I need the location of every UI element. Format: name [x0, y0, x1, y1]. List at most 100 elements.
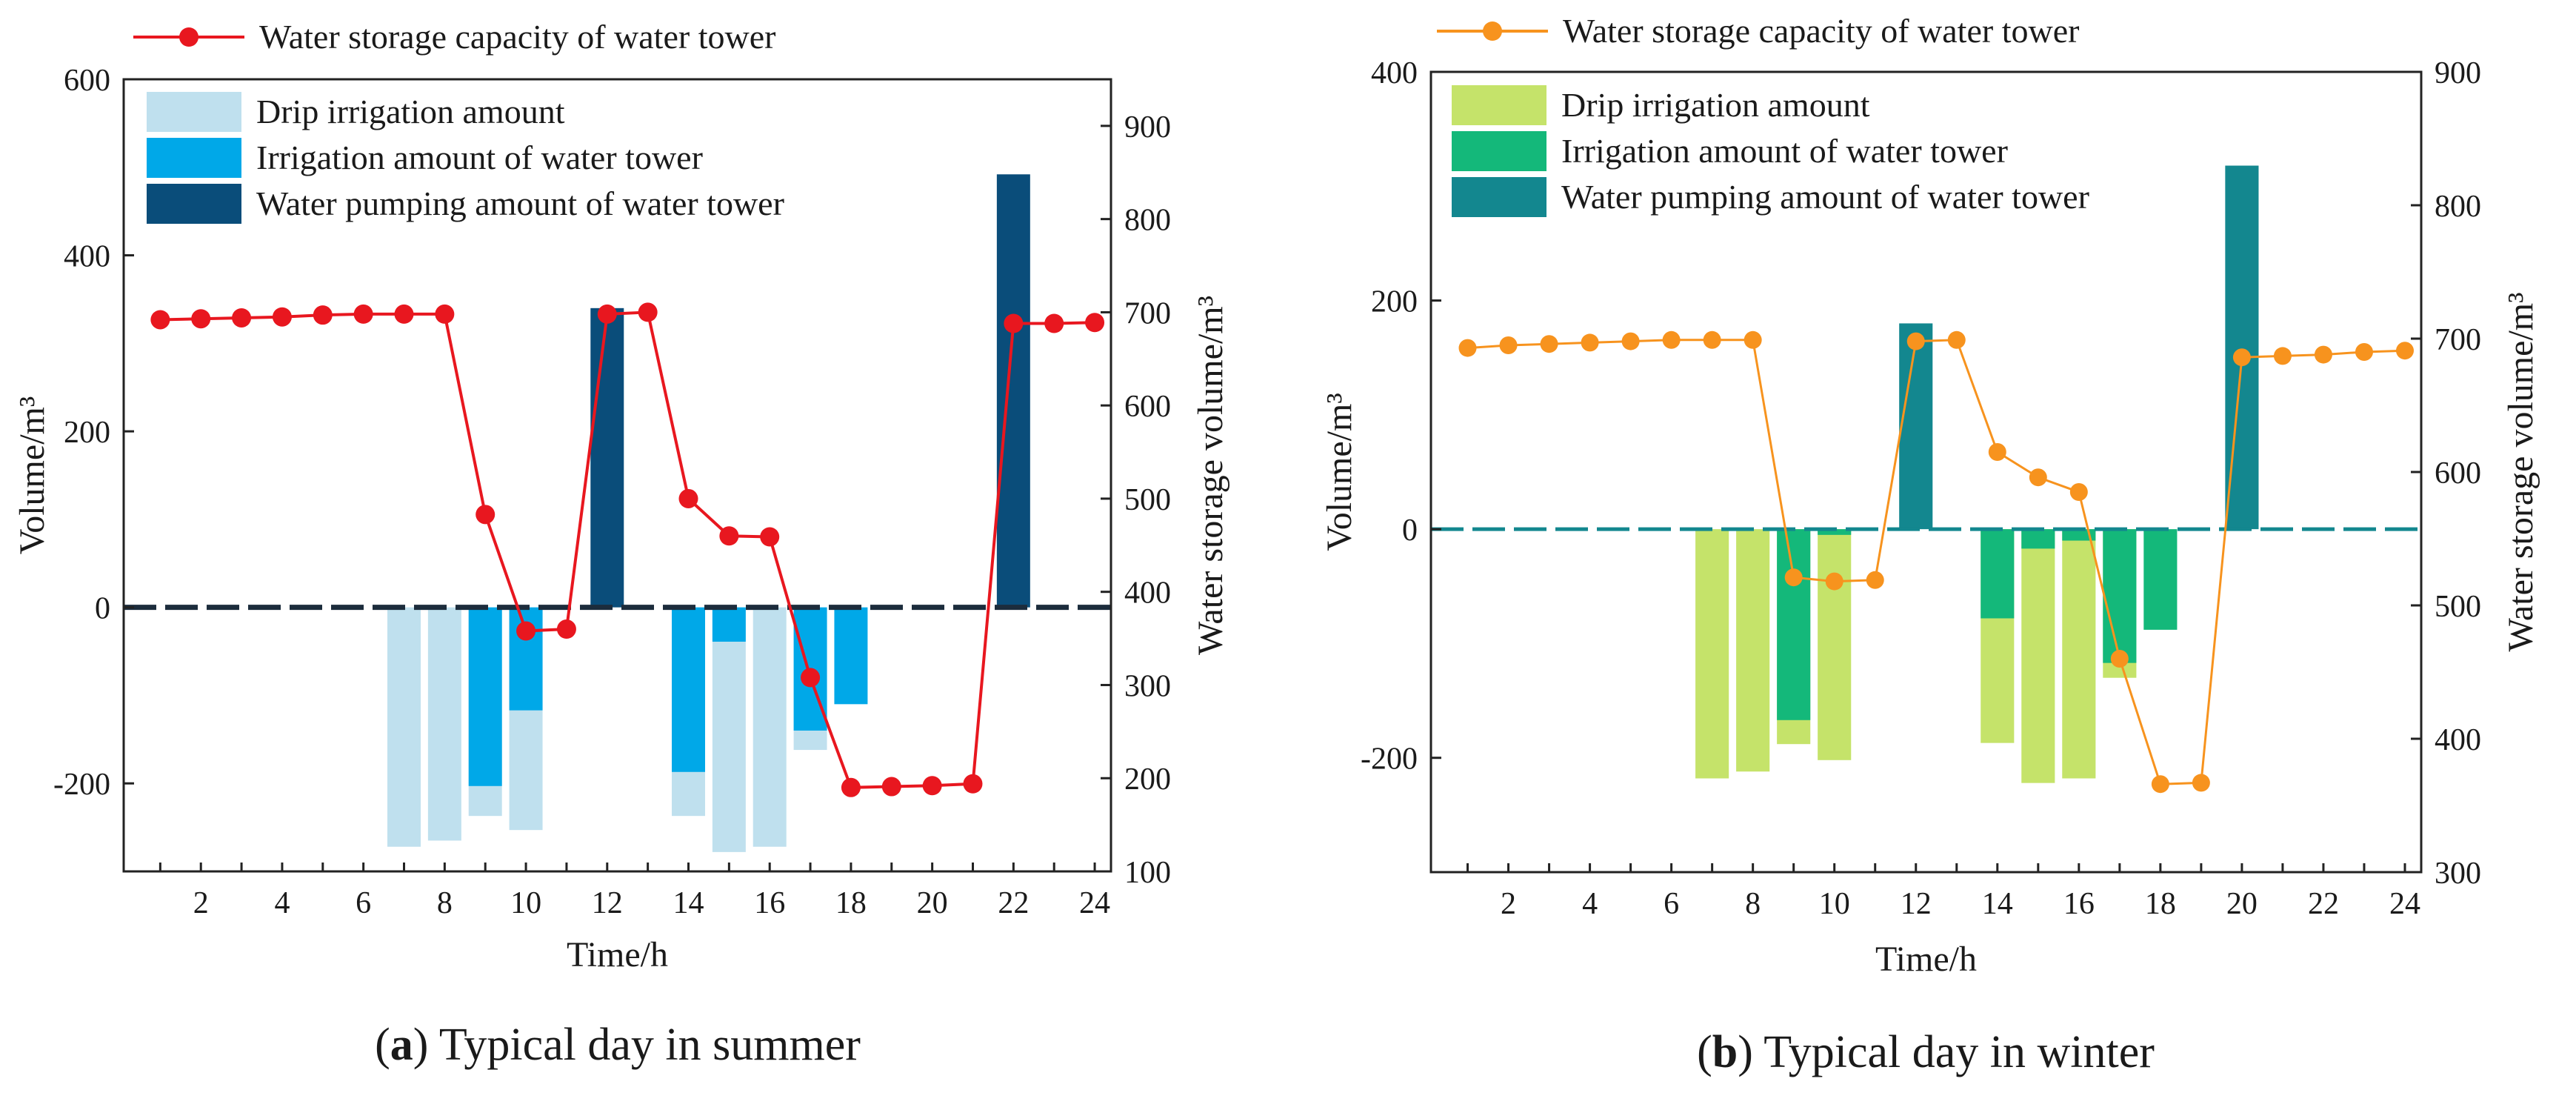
storage-point	[597, 304, 617, 324]
x-tick-label: 8	[1745, 887, 1761, 921]
storage-point	[2069, 483, 2088, 501]
y2-axis-title: Water storage volume/m³	[1191, 296, 1230, 655]
bar-drip-irrigation	[2062, 529, 2096, 779]
storage-point	[1085, 313, 1105, 333]
legend-storage-marker	[179, 27, 198, 47]
storage-point	[191, 309, 211, 329]
x-tick-label: 12	[592, 886, 623, 920]
x-tick-label: 12	[1901, 887, 1932, 921]
x-tick-label: 14	[673, 886, 704, 920]
x-tick-label: 22	[998, 886, 1029, 920]
legend-swatch-pumping	[147, 184, 241, 224]
legend-swatch-tower-irrigation	[1452, 131, 1546, 171]
y-axis-title: Volume/m³	[1320, 393, 1359, 551]
bar-tower-irrigation	[672, 607, 705, 772]
bar-tower-irrigation	[468, 607, 502, 786]
storage-point	[638, 302, 658, 322]
storage-point	[881, 777, 901, 797]
storage-point	[1988, 443, 2006, 461]
x-tick-label: 18	[2145, 887, 2176, 921]
bar-drip-irrigation	[387, 607, 421, 847]
x-tick-label: 4	[274, 886, 290, 920]
y2-tick-label: 700	[1124, 296, 1171, 330]
panel-caption: (b) Typical day in winter	[1697, 1027, 2155, 1077]
bar-tower-irrigation	[2143, 529, 2178, 630]
bar-tower-irrigation	[1981, 529, 2015, 619]
y2-tick-label: 100	[1124, 856, 1171, 890]
bar-drip-irrigation	[712, 607, 746, 852]
bar-tower-irrigation	[712, 607, 746, 642]
bar-drip-irrigation	[1818, 529, 1852, 760]
storage-point	[435, 304, 455, 324]
x-tick-label: 6	[356, 886, 371, 920]
storage-point	[272, 307, 292, 327]
bar-water-pumping	[590, 308, 624, 608]
legend-storage-label: Water storage capacity of water tower	[1563, 12, 2079, 50]
caption-paren-close: )	[1738, 1027, 1753, 1077]
storage-point	[516, 621, 536, 641]
y-tick-label: -200	[1361, 742, 1418, 777]
storage-point	[801, 668, 821, 688]
storage-point	[1044, 313, 1064, 333]
legend-swatch-pumping	[1452, 177, 1546, 217]
storage-point	[922, 776, 942, 796]
x-tick-label: 14	[1982, 887, 2013, 921]
y-tick-label: -200	[53, 768, 110, 802]
y-tick-label: 400	[1371, 56, 1418, 90]
storage-line	[160, 310, 1095, 789]
x-tick-label: 16	[754, 886, 785, 920]
y-tick-label: 0	[95, 592, 110, 626]
storage-point	[2355, 343, 2373, 361]
y-axis-title: Volume/m³	[13, 396, 52, 555]
y2-tick-label: 900	[2435, 56, 2481, 90]
storage-point	[1458, 339, 1477, 357]
storage-point	[2395, 342, 2414, 360]
caption-text: Typical day in summer	[428, 1020, 861, 1070]
storage-point	[2314, 345, 2332, 364]
storage-point	[2192, 774, 2210, 792]
storage-point	[1906, 332, 1925, 350]
storage-point	[1621, 332, 1640, 350]
y2-tick-label: 600	[1124, 390, 1171, 424]
x-tick-label: 6	[1664, 887, 1679, 921]
bar-tower-irrigation	[1777, 529, 1811, 720]
storage-point	[394, 304, 414, 324]
panel-caption: (a) Typical day in summer	[375, 1020, 861, 1070]
legend-swatch-drip	[1452, 85, 1546, 125]
storage-point	[2029, 468, 2047, 487]
y2-tick-label: 400	[2435, 723, 2481, 757]
x-axis-title: Time/h	[567, 935, 668, 974]
y2-tick-label: 500	[1124, 483, 1171, 517]
legend-label-drip: Drip irrigation amount	[1561, 86, 1870, 124]
x-tick-label: 24	[1079, 886, 1110, 920]
legend-label-tower-irrigation: Irrigation amount of water tower	[1561, 132, 2008, 170]
bar-drip-irrigation	[427, 607, 461, 841]
y-tick-label: 400	[64, 240, 110, 274]
y2-tick-label: 900	[1124, 110, 1171, 144]
y2-tick-label: 300	[1124, 669, 1171, 703]
storage-point	[1662, 330, 1681, 349]
bar-drip-irrigation	[753, 607, 787, 847]
y2-axis-title: Water storage volume/m³	[2501, 292, 2540, 651]
storage-point	[476, 505, 495, 525]
legend-swatch-tower-irrigation	[147, 138, 241, 178]
storage-point	[232, 308, 252, 328]
legend-label-tower-irrigation: Irrigation amount of water tower	[256, 139, 703, 176]
bar-tower-irrigation	[2021, 529, 2055, 549]
caption-letter: a	[390, 1020, 413, 1070]
storage-point	[1004, 313, 1024, 333]
storage-point	[1784, 568, 1803, 587]
bar-tower-irrigation	[834, 607, 868, 705]
y2-tick-label: 500	[2435, 590, 2481, 624]
storage-point	[2232, 348, 2251, 367]
y-tick-label: 200	[1371, 285, 1418, 319]
x-tick-label: 20	[917, 886, 948, 920]
bar-water-pumping	[1899, 323, 1933, 530]
y2-tick-label: 200	[1124, 762, 1171, 797]
storage-point	[760, 527, 780, 547]
bar-drip-irrigation	[1736, 529, 1770, 772]
legend-label-pumping: Water pumping amount of water tower	[256, 185, 784, 222]
bar-drip-irrigation	[2021, 529, 2055, 783]
